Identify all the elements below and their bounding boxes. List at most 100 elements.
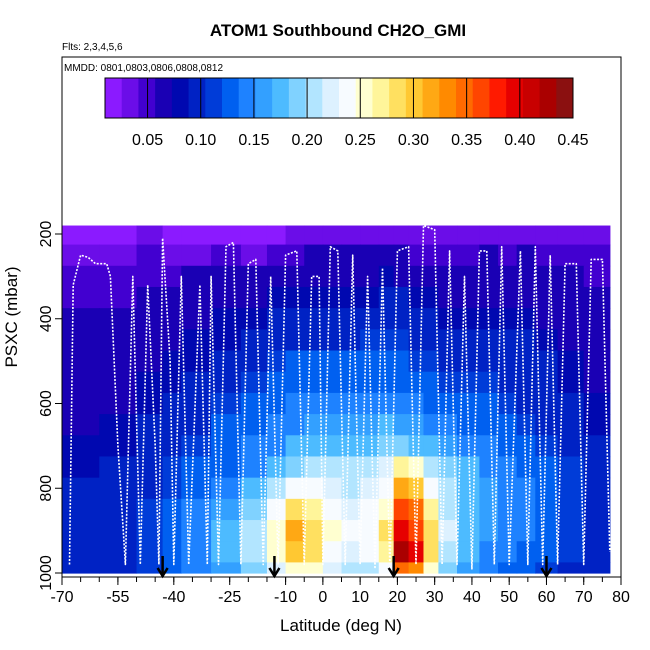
heatmap-cell (557, 456, 585, 479)
heatmap-cell (498, 308, 518, 330)
heatmap-cell (557, 414, 585, 436)
heatmap-cell (341, 265, 361, 288)
heatmap-cell (62, 498, 100, 521)
colorbar-segment (522, 78, 541, 118)
heatmap-cell (136, 371, 164, 394)
heatmap-cell (393, 308, 410, 330)
x-tick-label: 60 (538, 589, 556, 606)
heatmap-cell (583, 265, 611, 288)
colorbar-tick-label: 0.35 (451, 132, 482, 149)
heatmap-cell (378, 225, 395, 246)
heatmap-cell (423, 329, 439, 352)
heatmap-cell (211, 414, 242, 436)
heatmap-cell (498, 329, 518, 352)
heatmap-cell (62, 286, 100, 309)
heatmap-cell (393, 392, 410, 415)
heatmap-cell (341, 392, 361, 415)
heatmap-cell (162, 286, 182, 309)
x-tick-label: 10 (351, 589, 369, 606)
heatmap-cell (535, 520, 559, 542)
heatmap-cell (535, 541, 559, 564)
heatmap-cell (393, 414, 410, 436)
heatmap-cell (360, 562, 380, 574)
heatmap-cell (136, 286, 164, 309)
heatmap-cell (99, 265, 138, 288)
heatmap-cell (181, 562, 212, 574)
heatmap-cell (285, 265, 305, 288)
heatmap-cell (62, 265, 100, 288)
dates-note: MMDD: 0801,0803,0806,0808,0812 (64, 63, 223, 74)
colorbar-segment (456, 78, 474, 118)
heatmap-cell (99, 392, 138, 415)
heatmap-cell (535, 498, 559, 521)
heatmap-cell (408, 225, 425, 246)
heatmap-cell (181, 392, 212, 415)
heatmap-cell (322, 350, 343, 373)
heatmap-cell (423, 414, 439, 436)
heatmap-cell (304, 477, 324, 500)
heatmap-cell (162, 541, 182, 564)
heatmap-cell (266, 541, 287, 564)
heatmap-cell (99, 520, 138, 542)
heatmap-cell (516, 244, 536, 267)
heatmap-cell (378, 477, 395, 500)
heatmap-cell (266, 456, 287, 479)
heatmap-cell (341, 456, 361, 479)
heatmap-cell (516, 435, 536, 458)
heatmap-cell (408, 244, 425, 267)
heatmap-cell (304, 286, 324, 309)
heatmap-cell (285, 456, 305, 479)
heatmap-cell (240, 308, 268, 330)
heatmap-cell (322, 541, 343, 564)
heatmap-cell (535, 308, 559, 330)
heatmap-cell (211, 541, 242, 564)
heatmap-cell (479, 392, 499, 415)
colorbar-segment (405, 78, 424, 118)
heatmap-cell (516, 520, 536, 542)
heatmap-cell (438, 392, 458, 415)
heatmap-cell (408, 414, 425, 436)
heatmap-cell (285, 286, 305, 309)
heatmap-cell (516, 392, 536, 415)
heatmap-cell (99, 371, 138, 394)
heatmap-cell (423, 456, 439, 479)
flight-marker-arrowhead (156, 567, 169, 579)
heatmap-cell (479, 371, 499, 394)
heatmap-cell (240, 392, 268, 415)
heatmap-cell (408, 265, 425, 288)
heatmap-cell (535, 244, 559, 267)
heatmap-cell (535, 265, 559, 288)
heatmap-cell (479, 225, 499, 246)
heatmap-cell (136, 541, 164, 564)
heatmap-cell (99, 286, 138, 309)
x-tick-label: 50 (500, 589, 518, 606)
heatmap-cell (322, 329, 343, 352)
heatmap-cell (211, 456, 242, 479)
heatmap-cell (304, 392, 324, 415)
heatmap-cell (322, 456, 343, 479)
heatmap-cell (181, 329, 212, 352)
heatmap-cell (285, 477, 305, 500)
heatmap-cell (498, 520, 518, 542)
heatmap-cell (99, 498, 138, 521)
heatmap-cell (181, 371, 212, 394)
heatmap-cell (240, 435, 268, 458)
heatmap-cell (516, 286, 536, 309)
colorbar-segment (121, 78, 139, 118)
colorbar-segment (272, 78, 290, 118)
heatmap-cell (322, 498, 343, 521)
colorbar-segment (539, 78, 557, 118)
heatmap-cell (266, 225, 287, 246)
heatmap-cell (423, 286, 439, 309)
x-tick-label: -55 (106, 589, 129, 606)
colorbar-segment (288, 78, 307, 118)
heatmap-cell (360, 265, 380, 288)
flight-profile-lines (68, 224, 611, 570)
heatmap-cell (360, 477, 380, 500)
heatmap-cell (583, 286, 611, 309)
heatmap-cell (360, 392, 380, 415)
heatmap-cell (438, 414, 458, 436)
heatmap-cell (99, 562, 138, 574)
heatmap-cell (438, 244, 458, 267)
heatmap-cell (62, 562, 100, 574)
